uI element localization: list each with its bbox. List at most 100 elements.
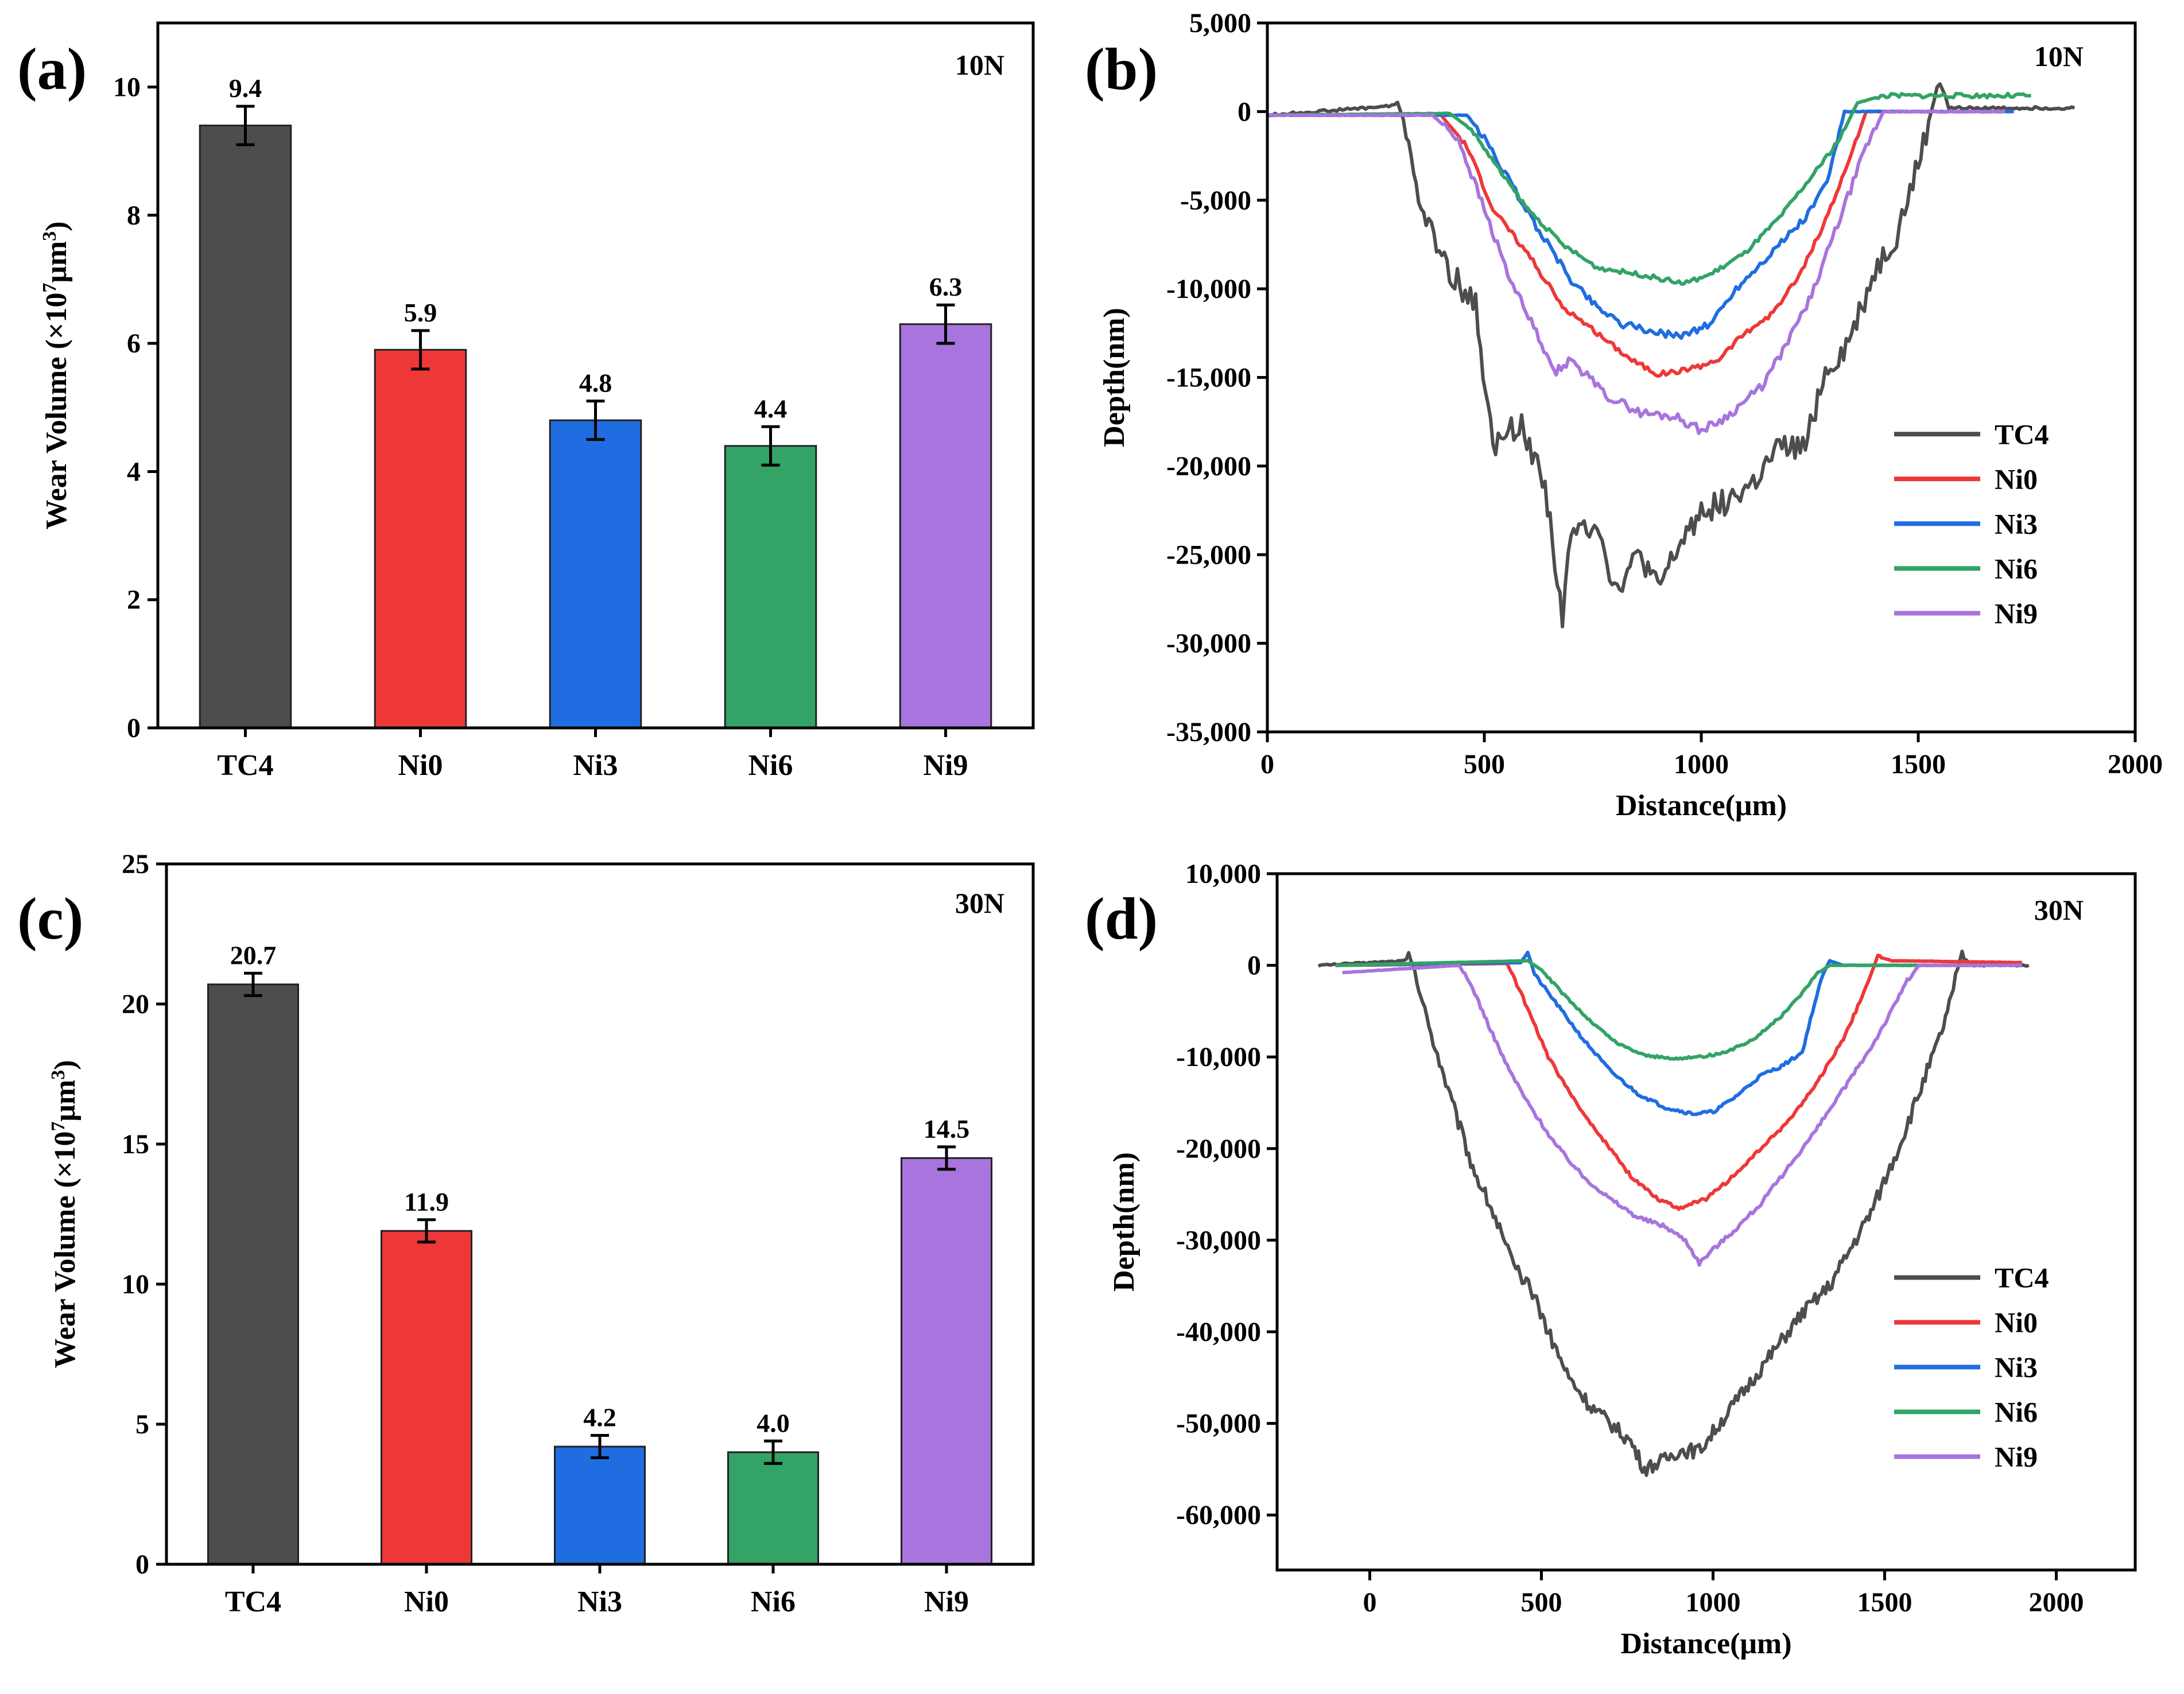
legend-label-ni3: Ni3 <box>1995 507 2038 540</box>
category-label: Ni0 <box>404 1586 449 1618</box>
x-tick-label: 500 <box>1464 749 1505 780</box>
y-axis-title-main: Wear Volume (×10 <box>49 1131 82 1369</box>
y-tick-label: 10 <box>122 1269 149 1300</box>
legend-label-ni9: Ni9 <box>1995 1441 2038 1473</box>
x-tick-label: 0 <box>1363 1587 1376 1618</box>
series-line-tc4 <box>1267 82 2076 629</box>
category-label: TC4 <box>217 749 273 782</box>
series-line-ni6 <box>1267 91 2031 286</box>
bar-ni3 <box>549 419 642 729</box>
panel-label-a: (a) <box>17 36 87 102</box>
y-tick-label: 10 <box>113 72 141 103</box>
series-line-ni0 <box>1267 109 2014 378</box>
category-label: TC4 <box>225 1586 281 1618</box>
x-tick-label: 500 <box>1520 1587 1562 1618</box>
y-tick-label: 15 <box>122 1129 149 1160</box>
y-axis-title-end: ) <box>40 221 73 231</box>
y-tick-label: 0 <box>1238 96 1251 127</box>
y-axis-title-exp1: 7 <box>48 1122 69 1131</box>
x-tick-label: 0 <box>1260 749 1274 780</box>
y-axis-title: Wear Volume (×107μm3) <box>39 221 73 529</box>
value-label: 4.2 <box>583 1403 616 1432</box>
value-label: 4.0 <box>757 1408 790 1437</box>
y-tick-label: 25 <box>122 849 149 879</box>
value-label: 5.9 <box>404 298 437 327</box>
y-tick-label: 0 <box>135 1549 149 1580</box>
load-label-d: 30N <box>2034 894 2084 926</box>
y-axis-title: Depth(nm) <box>1098 308 1131 447</box>
value-label: 14.5 <box>924 1114 970 1143</box>
x-axis-title: Distance(μm) <box>1616 789 1787 822</box>
bar-ni0 <box>374 348 467 729</box>
value-label: 4.4 <box>754 394 788 423</box>
legend-label-ni9: Ni9 <box>1995 597 2038 629</box>
legend-label-ni0: Ni0 <box>1995 1307 2038 1339</box>
y-tick-label: 20 <box>122 989 149 1019</box>
series-line-ni9 <box>1341 963 2022 1267</box>
x-axis-title: Distance(μm) <box>1620 1627 1791 1660</box>
y-axis-title: Depth(nm) <box>1108 1152 1141 1292</box>
bar-ni0 <box>380 1230 473 1565</box>
y-axis-title-exp1: 7 <box>39 283 60 293</box>
x-tick-label: 2000 <box>2028 1587 2084 1618</box>
y-tick-label: 2 <box>127 585 141 615</box>
y-axis-title-exp2: 3 <box>48 1070 69 1080</box>
y-tick-label: 0 <box>1247 951 1261 981</box>
plot-frame <box>1266 21 2137 734</box>
value-label: 6.3 <box>929 272 963 301</box>
x-tick-label: 1500 <box>1891 749 1946 780</box>
y-tick-label: -40,000 <box>1176 1317 1261 1347</box>
bar-ni3 <box>553 1445 646 1565</box>
y-tick-label: -25,000 <box>1166 540 1251 570</box>
y-tick-label: -20,000 <box>1176 1134 1261 1164</box>
bar-tc4 <box>207 983 300 1565</box>
bar-ni6 <box>724 445 817 729</box>
y-tick-label: -20,000 <box>1166 451 1251 482</box>
legend-label-tc4: TC4 <box>1995 418 2049 450</box>
bar-ni6 <box>727 1451 820 1565</box>
y-tick-label: -10,000 <box>1166 274 1251 304</box>
y-tick-label: -30,000 <box>1166 629 1251 659</box>
x-tick-label: 1000 <box>1685 1587 1740 1618</box>
plot-frame <box>156 21 1035 730</box>
category-label: Ni0 <box>398 749 443 782</box>
plot-frame <box>1275 872 2137 1572</box>
panel-b-depth-profile-10n: (b) 10N 5,000 0 -5,000 -10,000 -15,000 -20,00… <box>1085 8 2163 822</box>
category-label: Ni6 <box>748 749 793 782</box>
y-tick-label: -15,000 <box>1166 363 1251 393</box>
y-axis-title-exp2: 3 <box>39 231 60 241</box>
y-tick-label: 0 <box>127 713 141 743</box>
y-tick-label: -30,000 <box>1176 1225 1261 1255</box>
panel-label-b: (b) <box>1085 36 1158 102</box>
y-tick-label: 8 <box>127 200 141 231</box>
series-line-ni0 <box>1335 953 2022 1211</box>
y-tick-label: -5,000 <box>1180 185 1251 216</box>
x-tick-label: 2000 <box>2108 749 2163 780</box>
value-label: 4.8 <box>579 369 612 398</box>
series-line-ni3 <box>1267 109 2014 340</box>
panel-d-depth-profile-30n: (d) 30N 10,000 0 -10,000 -20,000 -30,000 -40,… <box>1085 859 2137 1660</box>
y-tick-label: -50,000 <box>1176 1409 1261 1439</box>
load-label-c: 30N <box>955 887 1004 919</box>
x-tick-label: 1500 <box>1857 1587 1912 1618</box>
legend-label-tc4: TC4 <box>1995 1262 2049 1294</box>
category-label: Ni3 <box>577 1586 622 1618</box>
category-label: Ni9 <box>924 1586 969 1618</box>
x-tick-label: 1000 <box>1674 749 1729 780</box>
y-tick-label: -35,000 <box>1166 717 1251 747</box>
bar-tc4 <box>199 125 292 729</box>
series-line-ni9 <box>1267 109 2005 435</box>
y-tick-label: 10,000 <box>1185 859 1261 889</box>
panel-c-wear-volume-30n: (c) 30N 0 5 10 15 20 25 20.7 TC4 11.9 Ni0 4.2 Ni3 4.… <box>17 849 1035 1618</box>
bar-ni9 <box>900 1157 993 1565</box>
value-label: 11.9 <box>404 1187 449 1216</box>
panel-label-c: (c) <box>17 886 83 952</box>
category-label: Ni3 <box>573 749 618 782</box>
y-axis-title-mid: μm <box>40 241 73 283</box>
y-axis-title-mid: μm <box>49 1080 82 1122</box>
load-label-b: 10N <box>2034 40 2084 72</box>
y-tick-label: 6 <box>127 328 141 359</box>
legend-label-ni6: Ni6 <box>1995 552 2038 584</box>
bar-ni9 <box>899 323 992 729</box>
